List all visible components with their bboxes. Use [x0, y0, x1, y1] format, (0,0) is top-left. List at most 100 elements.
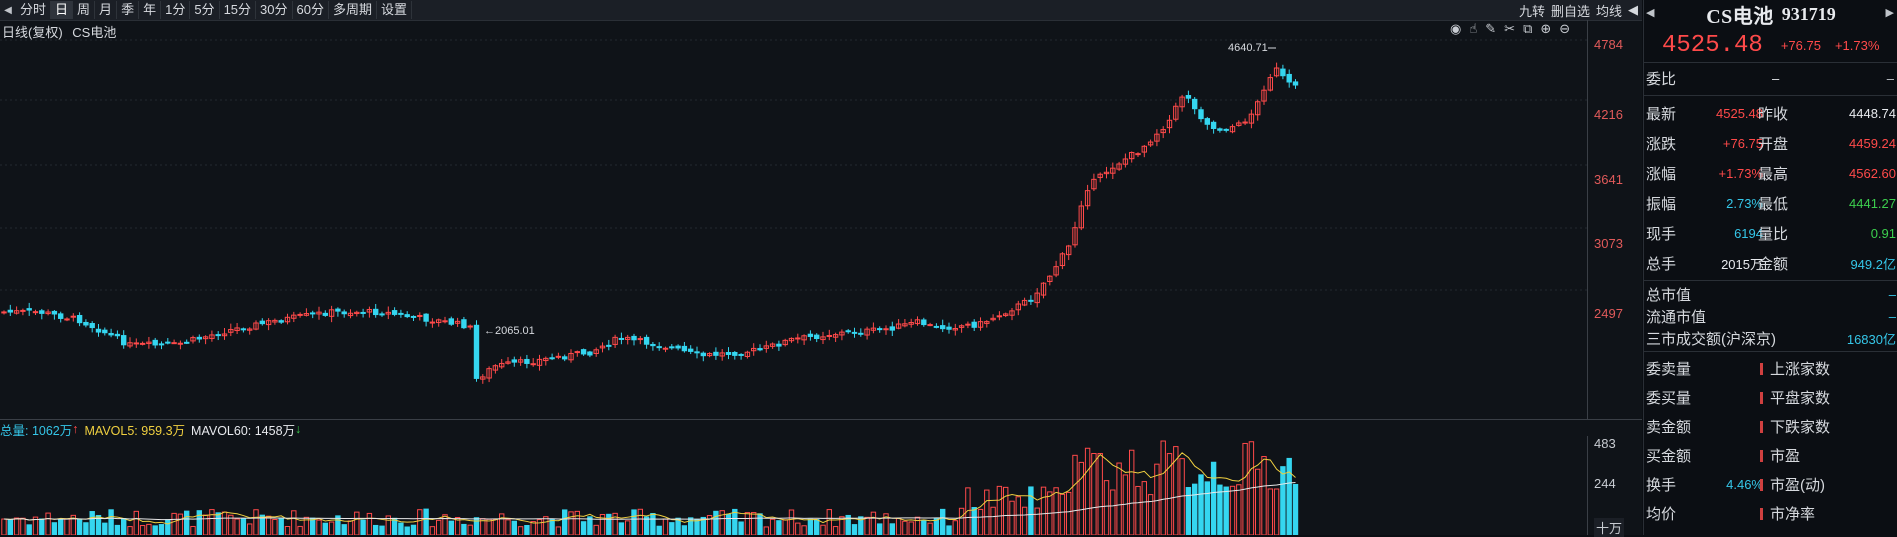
candle-body — [265, 320, 272, 326]
tab-60min[interactable]: 60分 — [293, 1, 329, 19]
market-row: 流通市值 – — [1644, 305, 1897, 327]
volume-bar — [1154, 463, 1160, 535]
bottom-label: 卖金额 — [1646, 419, 1692, 436]
bottom-value: 4.46% — [1726, 477, 1763, 492]
jiuzhuan-button[interactable]: 九转 — [1518, 3, 1545, 19]
candle-body — [127, 342, 133, 347]
tab-multi-period[interactable]: 多周期 — [329, 1, 377, 19]
bottom-row: 换手 4.46% 市盈(动) — [1644, 470, 1897, 499]
candle-body — [32, 311, 39, 314]
tab-1min[interactable]: 1分 — [161, 1, 191, 19]
candle-body — [152, 339, 158, 346]
volume-bar — [39, 518, 45, 535]
quote-row: 涨幅 +1.73% 最高 4562.60 — [1644, 158, 1897, 188]
volume-bar — [1021, 506, 1028, 535]
tab-fenshi[interactable]: 分时 — [16, 1, 52, 19]
candle-body — [83, 321, 89, 326]
candlestick-svg[interactable]: 4640.71 ←2065.01 — [0, 0, 1587, 535]
candle-body — [732, 351, 738, 356]
next-arrow-icon[interactable]: ▶ — [1885, 7, 1894, 19]
volume-bar — [45, 512, 51, 535]
mini-bar — [1760, 392, 1763, 404]
moving-average-button[interactable]: 均线 — [1595, 3, 1622, 19]
volume-bar — [643, 516, 650, 535]
quote-value: 949.2亿 — [1850, 256, 1896, 272]
tab-year[interactable]: 年 — [139, 1, 162, 19]
tab-5min[interactable]: 5分 — [190, 1, 220, 19]
candle-body — [505, 361, 511, 364]
candle-body — [1, 311, 7, 314]
quote-panel: ◀ CS电池 931719 ▶ 4525.48 +76.75 +1.73% 委比… — [1643, 0, 1897, 535]
candle-body — [177, 342, 184, 345]
tab-week[interactable]: 周 — [73, 1, 96, 19]
hand-icon[interactable]: ☝ — [1469, 21, 1478, 36]
candle-body — [1223, 128, 1229, 131]
volume-bar — [801, 525, 807, 535]
volume-bar — [870, 511, 877, 535]
candle-body — [373, 308, 379, 316]
volume-bar — [738, 521, 744, 535]
scroll-left-icon[interactable]: ◀ — [4, 4, 12, 16]
candle-body — [662, 347, 669, 350]
volume-bar — [751, 512, 757, 535]
volume-bar — [1066, 491, 1072, 535]
tab-day[interactable]: 日 — [51, 1, 74, 19]
volume-bar — [177, 513, 184, 535]
candle-body — [763, 345, 769, 349]
candle-body — [423, 313, 429, 322]
candle-body — [1141, 145, 1147, 153]
quote-value: 0.91 — [1870, 225, 1896, 241]
candle-body — [675, 345, 681, 349]
volume-bar — [278, 517, 284, 535]
candle-body — [1280, 68, 1286, 77]
volume-bar — [1122, 474, 1129, 535]
scissors-icon[interactable]: ✂ — [1504, 21, 1516, 36]
candle-body — [719, 352, 725, 357]
prev-arrow-icon[interactable]: ◀ — [1646, 7, 1655, 19]
candle-body — [1053, 266, 1059, 276]
candle-body — [1166, 119, 1173, 129]
candle-body — [76, 315, 83, 324]
zoom-out-icon[interactable]: ⊖ — [1559, 21, 1571, 36]
kline-chart-area[interactable]: ◀ 分时 日 周 月 季 年 1分 5分 15分 30分 60分 多周期 设置 … — [0, 0, 1642, 537]
volume-bar — [895, 518, 902, 535]
eye-icon[interactable]: ◉ — [1450, 21, 1462, 36]
volume-bar — [1223, 486, 1229, 535]
settings-button[interactable]: 设置 — [377, 1, 412, 19]
volume-bar — [1198, 474, 1204, 535]
zoom-in-icon[interactable]: ⊕ — [1540, 21, 1552, 36]
candle-body — [795, 337, 801, 340]
candle-body — [102, 329, 108, 334]
tab-month[interactable]: 月 — [95, 1, 118, 19]
candle-body — [996, 315, 1003, 318]
volume-bar — [209, 509, 215, 535]
tab-30min[interactable]: 30分 — [256, 1, 293, 19]
volume-bar — [725, 513, 732, 535]
volume-bar — [543, 516, 549, 535]
market-value: – — [1888, 286, 1896, 302]
candle-body — [788, 337, 795, 342]
volume-bar — [1072, 454, 1078, 535]
mini-bar — [1760, 363, 1763, 375]
candle-body — [328, 309, 335, 317]
erase-icon[interactable]: ✎ — [1485, 21, 1497, 36]
volume-bar — [146, 523, 152, 535]
tab-quarter[interactable]: 季 — [117, 1, 140, 19]
volume-bar — [511, 520, 517, 535]
candle-body — [391, 310, 398, 315]
tab-15min[interactable]: 15分 — [220, 1, 257, 19]
volume-bar — [247, 523, 253, 535]
candle-body — [492, 365, 499, 371]
volume-bar — [902, 520, 908, 535]
volume-bar — [64, 518, 70, 535]
volume-bar — [625, 520, 631, 535]
remove-watchlist-button[interactable]: 删自选 — [1550, 3, 1590, 19]
window-arrow-icon[interactable]: ◀ — [1628, 2, 1638, 17]
candle-body — [410, 315, 417, 318]
candle-body — [51, 310, 58, 315]
candle-body — [171, 342, 177, 345]
mini-bar — [1760, 421, 1763, 433]
copy-icon[interactable]: ⧉ — [1523, 21, 1533, 36]
quote-label: 开盘 — [1758, 135, 1789, 153]
candle-body — [965, 323, 971, 326]
